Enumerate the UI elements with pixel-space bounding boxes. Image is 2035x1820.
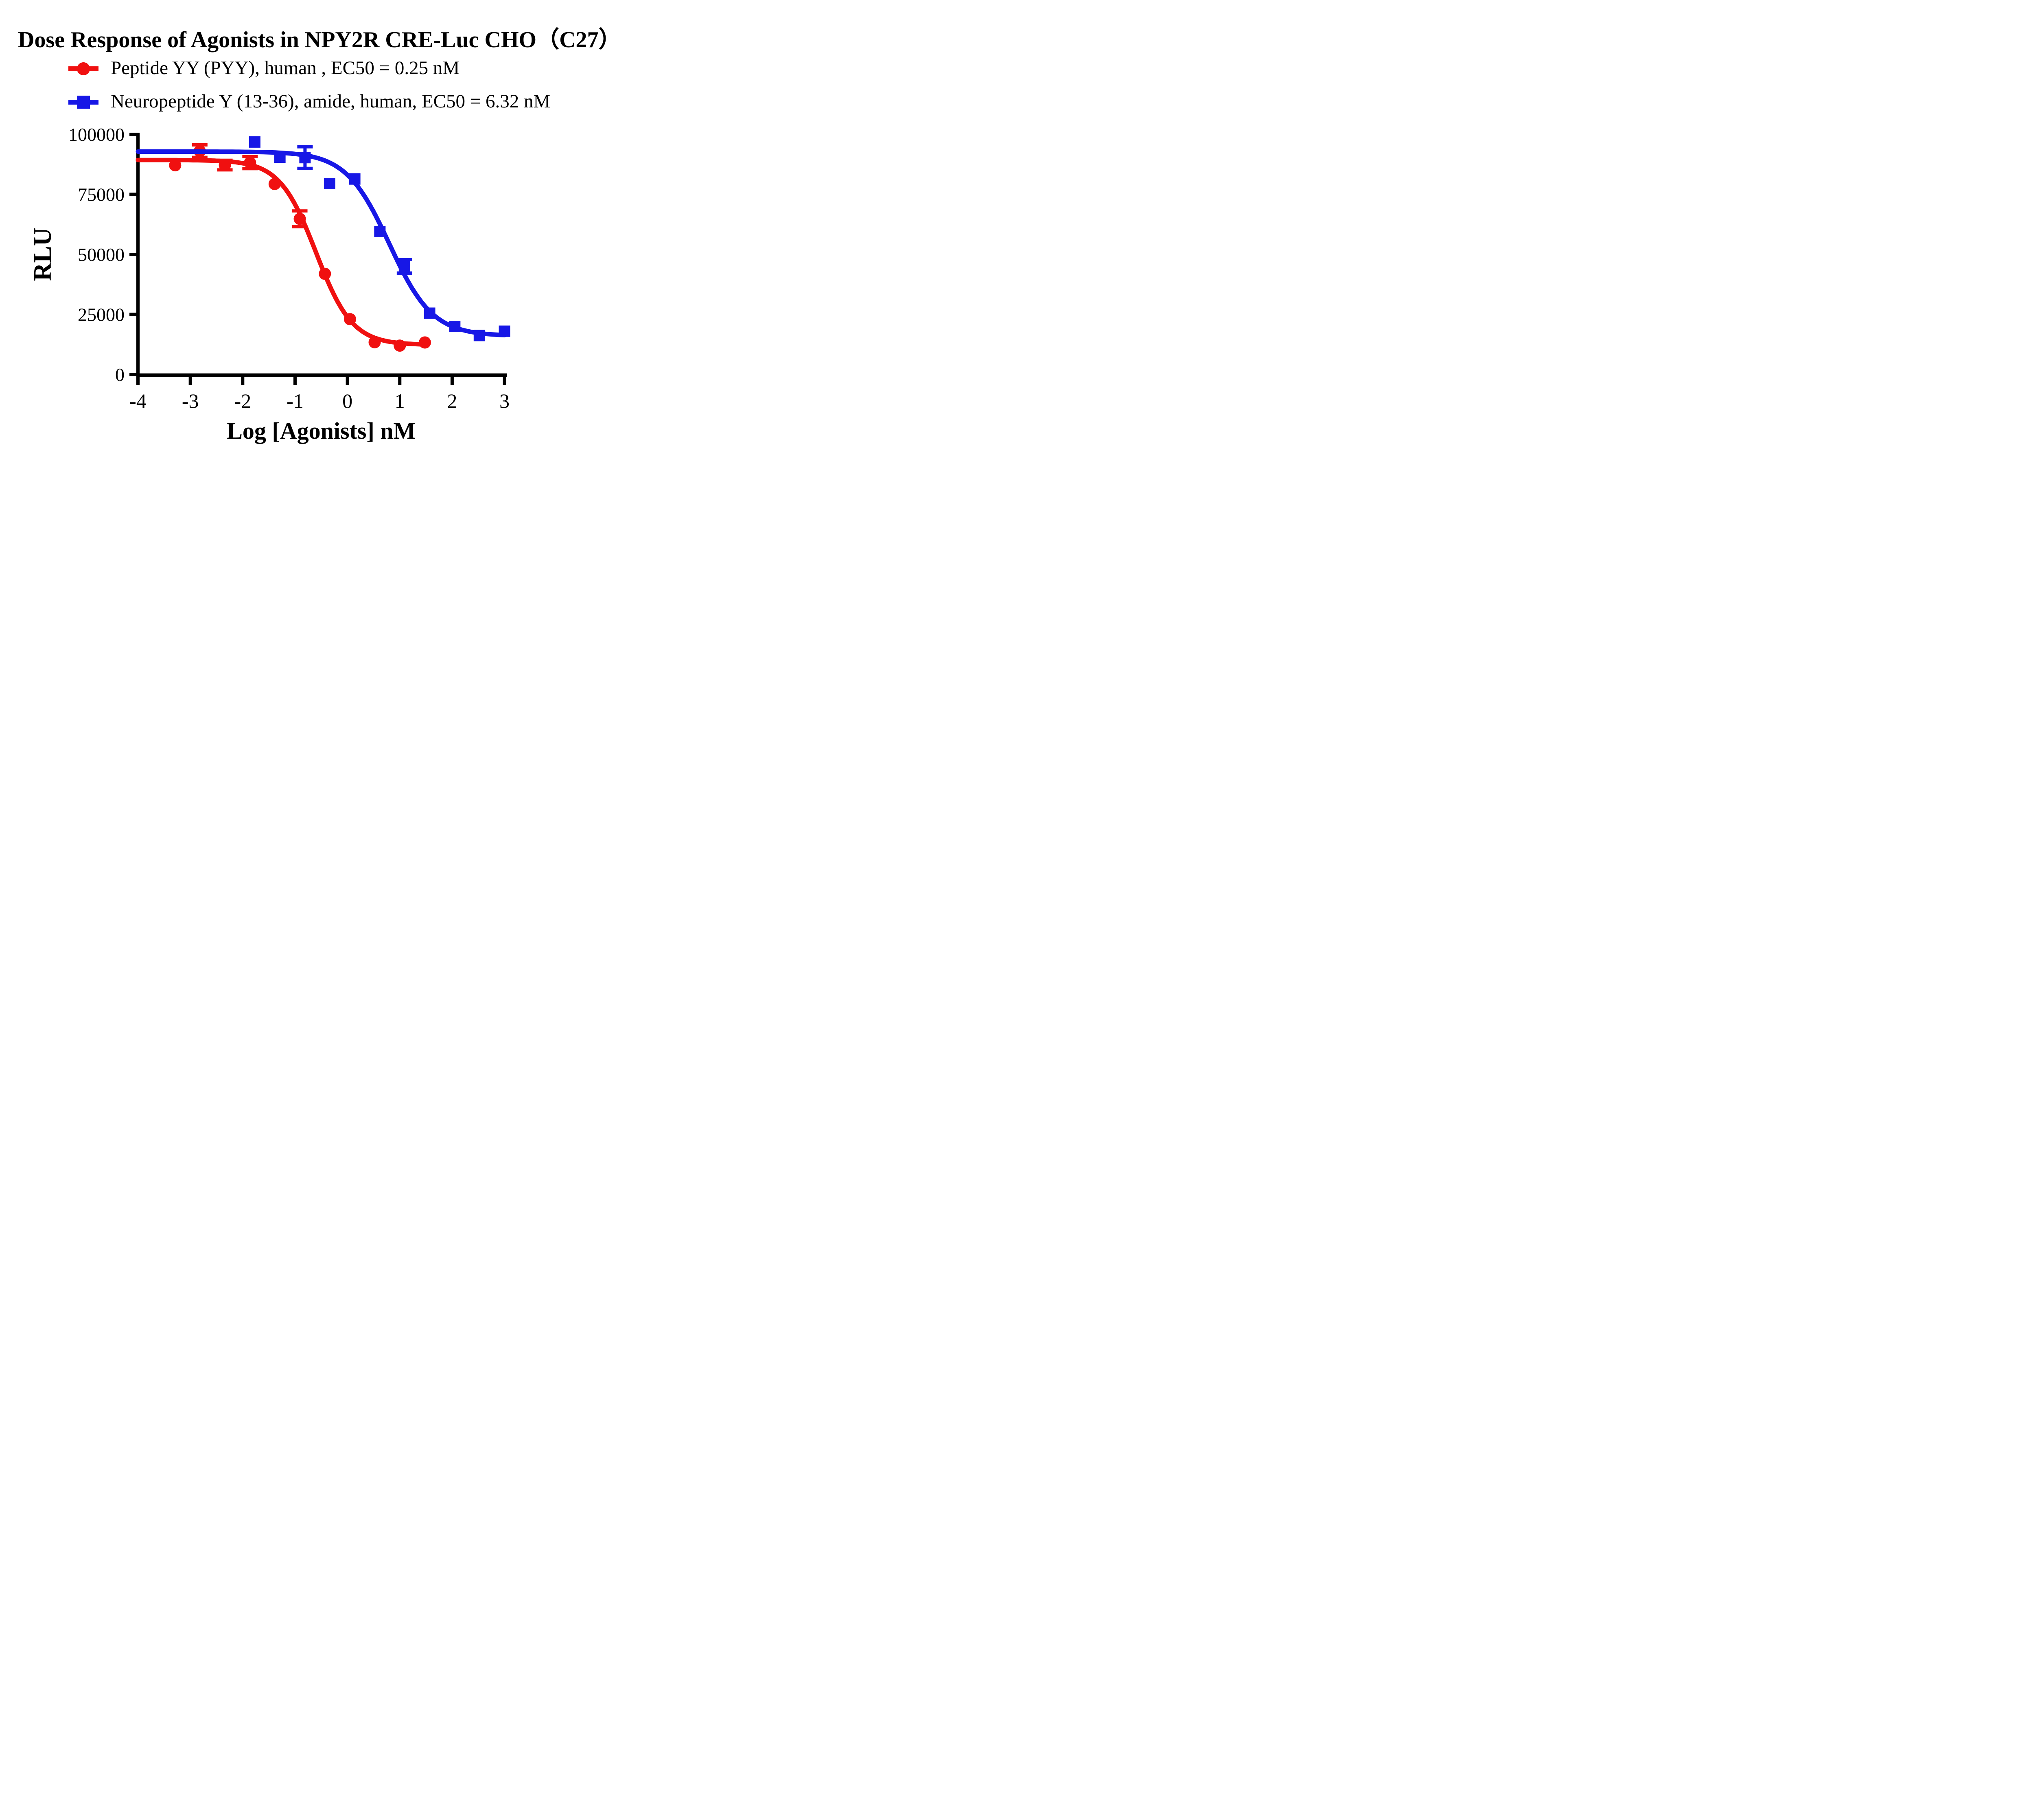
x-axis-title: Log [Agonists] nM <box>227 418 416 444</box>
data-point-circle <box>419 336 431 349</box>
legend-square <box>77 96 90 109</box>
data-point-circle <box>319 267 331 280</box>
legend-circle <box>77 62 90 75</box>
data-point-square <box>349 173 361 185</box>
y-tick-label: 75000 <box>78 184 125 205</box>
data-point-square <box>424 307 435 319</box>
data-point-circle <box>344 313 357 326</box>
data-point-square <box>449 321 461 332</box>
x-tick-label: -2 <box>234 389 251 412</box>
fit-curve-npy <box>136 149 507 337</box>
legend-label-npy: Neuropeptide Y (13-36), amide, human, EC… <box>111 90 551 112</box>
dose-response-chart: 0 25000 50000 75000 100000 -4 -3 -2 -1 0 1 2 3 RLU Log… <box>29 124 510 444</box>
y-tick-label: 0 <box>115 364 125 385</box>
x-tick-label: -3 <box>182 389 199 412</box>
x-tick-label: 2 <box>447 389 457 412</box>
x-tick-label: -4 <box>129 389 147 412</box>
data-point-circle <box>169 159 182 172</box>
x-tick-label: 1 <box>395 389 405 412</box>
x-tick-label: -1 <box>287 389 304 412</box>
chart-title: Dose Response of Agonists in NPY2R CRE-L… <box>18 27 621 52</box>
legend-label-pyy: Peptide YY (PYY), human , EC50 = 0.25 nM <box>111 57 460 79</box>
fit-curve-pyy <box>136 158 427 347</box>
data-point-square <box>499 325 510 337</box>
x-tick-label: 3 <box>499 389 510 412</box>
figure: 0 25000 50000 75000 100000 -4 -3 -2 -1 0 1 2 3 RLU Log… <box>0 0 637 455</box>
data-point-circle <box>219 159 231 171</box>
data-point-circle <box>244 156 256 169</box>
data-point-square <box>398 260 410 272</box>
data-point-circle <box>368 336 381 348</box>
data-point-square <box>274 151 286 163</box>
y-axis-title: RLU <box>29 228 57 281</box>
x-tick-label: 0 <box>342 389 352 412</box>
data-point-square <box>473 330 485 341</box>
data-point-square <box>374 225 386 237</box>
pyy-circle-marker-icon <box>68 62 98 75</box>
npy-square-marker-icon <box>68 96 98 109</box>
y-tick-label: 100000 <box>68 124 125 145</box>
y-tick-label: 50000 <box>78 244 125 265</box>
data-point-square <box>299 152 311 164</box>
data-point-circle <box>394 339 406 352</box>
data-point-square <box>324 177 335 189</box>
data-point-circle <box>268 178 281 190</box>
data-point-circle <box>293 212 306 225</box>
y-tick-label: 25000 <box>78 304 125 325</box>
data-point-square <box>249 136 260 148</box>
